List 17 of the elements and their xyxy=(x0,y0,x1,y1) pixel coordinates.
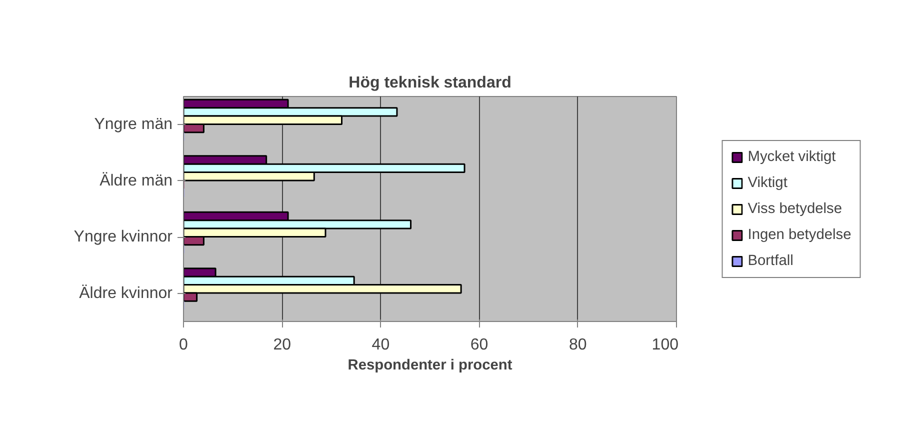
chart-title: Hög teknisk standard xyxy=(348,74,512,92)
x-axis-title: Respondenter i procent xyxy=(348,358,512,374)
x-tick-label: 60 xyxy=(470,336,488,354)
y-tick-label: Yngre män xyxy=(94,116,172,134)
x-tick-label: 80 xyxy=(569,336,587,354)
x-tick-label: 20 xyxy=(273,336,292,354)
x-tick-label: 0 xyxy=(179,336,188,354)
y-tick-label: Äldre kvinnor xyxy=(79,284,174,302)
y-tick-label: Äldre män xyxy=(100,171,172,190)
legend-label: Viktigt xyxy=(748,174,788,190)
legend-label: Viss betydelse xyxy=(748,200,842,216)
legend-label: Mycket viktigt xyxy=(748,148,836,164)
x-tick-label: 40 xyxy=(372,336,390,354)
x-tick-label: 100 xyxy=(652,336,679,354)
legend-label: Ingen betydelse xyxy=(748,226,852,242)
legend-label: Bortfall xyxy=(748,252,794,268)
y-tick-label: Yngre kvinnor xyxy=(74,228,174,246)
